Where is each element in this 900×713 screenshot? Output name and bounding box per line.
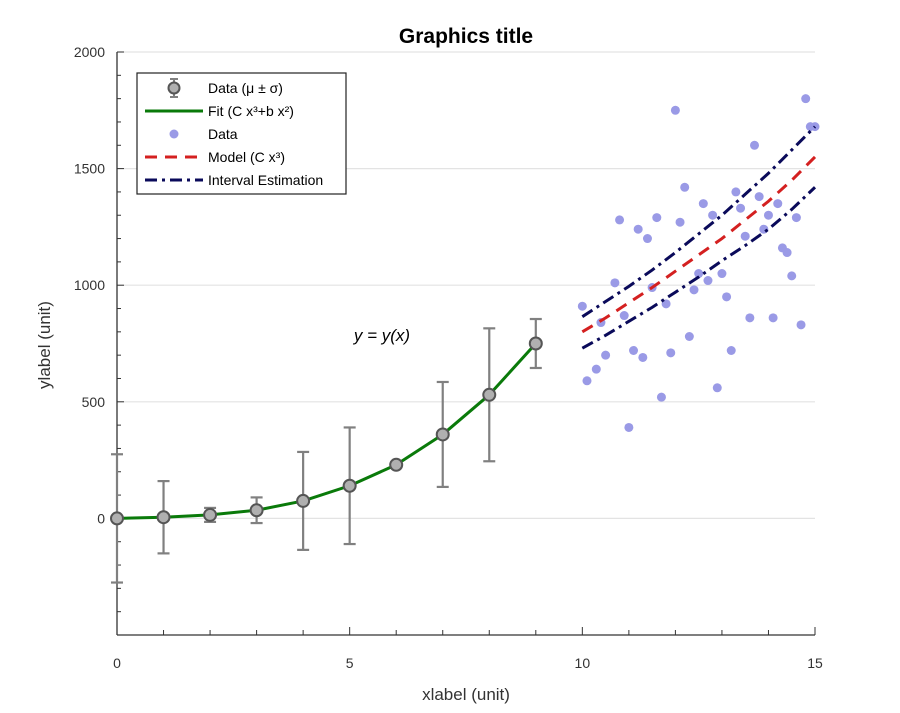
scatter-point [577, 301, 587, 311]
data-marker [435, 427, 450, 442]
scatter-point [629, 345, 639, 355]
scatter-point [675, 217, 685, 227]
scatter-point [763, 210, 773, 220]
legend-label: Data [208, 126, 238, 142]
legend-item: Fit (C x³+b x²) [145, 103, 294, 119]
data-marker [296, 493, 311, 508]
scatter-point [768, 313, 778, 323]
scatter-point [638, 352, 648, 362]
scatter-point [773, 199, 783, 209]
scatter-point [740, 231, 750, 241]
legend-label: Model (C x³) [208, 149, 285, 165]
scatter-point [754, 192, 764, 202]
y-tick-label: 0 [97, 510, 105, 526]
scatter-point [722, 292, 732, 302]
scatter-point [615, 215, 625, 225]
scatter-point [787, 271, 797, 281]
plot-area [110, 94, 820, 584]
scatter-point [619, 311, 629, 321]
scatter-point [610, 278, 620, 288]
legend-item: Data [169, 126, 238, 142]
y-tick-label: 1000 [74, 277, 105, 293]
scatter-point [661, 299, 671, 309]
scatter-point [642, 234, 652, 244]
legend-scatter-swatch [169, 129, 179, 139]
scatter-point [726, 345, 736, 355]
interval-lower-line [581, 186, 817, 350]
y-tick-label: 2000 [74, 44, 105, 60]
x-tick-label: 0 [113, 655, 121, 671]
legend: Data (μ ± σ) Fit (C x³+b x²) Data Model (C … [136, 72, 347, 195]
scatter-point [582, 376, 592, 386]
data-marker [528, 336, 543, 351]
scatter-point [810, 122, 820, 132]
scatter-point [712, 383, 722, 393]
scatter-point [694, 269, 704, 279]
x-tick-label: 15 [807, 655, 823, 671]
scatter-point [731, 187, 741, 197]
scatter-point [717, 269, 727, 279]
legend-item: Model (C x³) [145, 149, 285, 165]
scatter-point [633, 224, 643, 234]
fit-line [116, 342, 537, 520]
scatter-point [801, 94, 811, 104]
scatter-point [782, 248, 792, 258]
data-marker [249, 503, 264, 518]
scatter-point [689, 285, 699, 295]
scatter-point [708, 210, 718, 220]
model-line [581, 155, 817, 334]
legend-item: Interval Estimation [145, 172, 323, 188]
scatter-point [750, 140, 760, 150]
scatter-point [796, 320, 806, 330]
legend-marker-icon [167, 81, 181, 95]
chart-title: Graphics title [399, 25, 533, 48]
scatter-point [745, 313, 755, 323]
x-axis-label: xlabel (unit) [422, 685, 510, 704]
scatter-point [670, 105, 680, 115]
data-marker [482, 387, 497, 402]
y-tick-label: 1500 [74, 161, 105, 177]
interval-upper-line [581, 125, 817, 318]
annotation: y = y(x) [353, 326, 410, 345]
x-tick-label: 10 [575, 655, 591, 671]
scatter-point [680, 182, 690, 192]
x-tick-label: 5 [346, 655, 354, 671]
data-marker [203, 507, 218, 522]
legend-label: Fit (C x³+b x²) [208, 103, 294, 119]
scatter-point [736, 203, 746, 213]
legend-label: Data (μ ± σ) [208, 80, 283, 96]
scatter-point [703, 276, 713, 286]
data-marker [110, 511, 124, 526]
scatter-point [698, 199, 708, 209]
data-marker [342, 478, 357, 493]
scatter-point [601, 350, 611, 360]
legend-label: Interval Estimation [208, 172, 323, 188]
scatter-point [656, 392, 666, 402]
data-marker [389, 457, 404, 472]
scatter-point [684, 332, 694, 342]
scatter-point [624, 422, 634, 432]
scatter-point [652, 213, 662, 223]
scatter-point [791, 213, 801, 223]
data-marker [156, 510, 171, 525]
scatter-point [591, 364, 601, 374]
scatter-point [666, 348, 676, 358]
legend-item: Data (μ ± σ) [167, 78, 283, 98]
y-tick-label: 500 [82, 394, 106, 410]
y-axis-label: ylabel (unit) [35, 301, 54, 389]
